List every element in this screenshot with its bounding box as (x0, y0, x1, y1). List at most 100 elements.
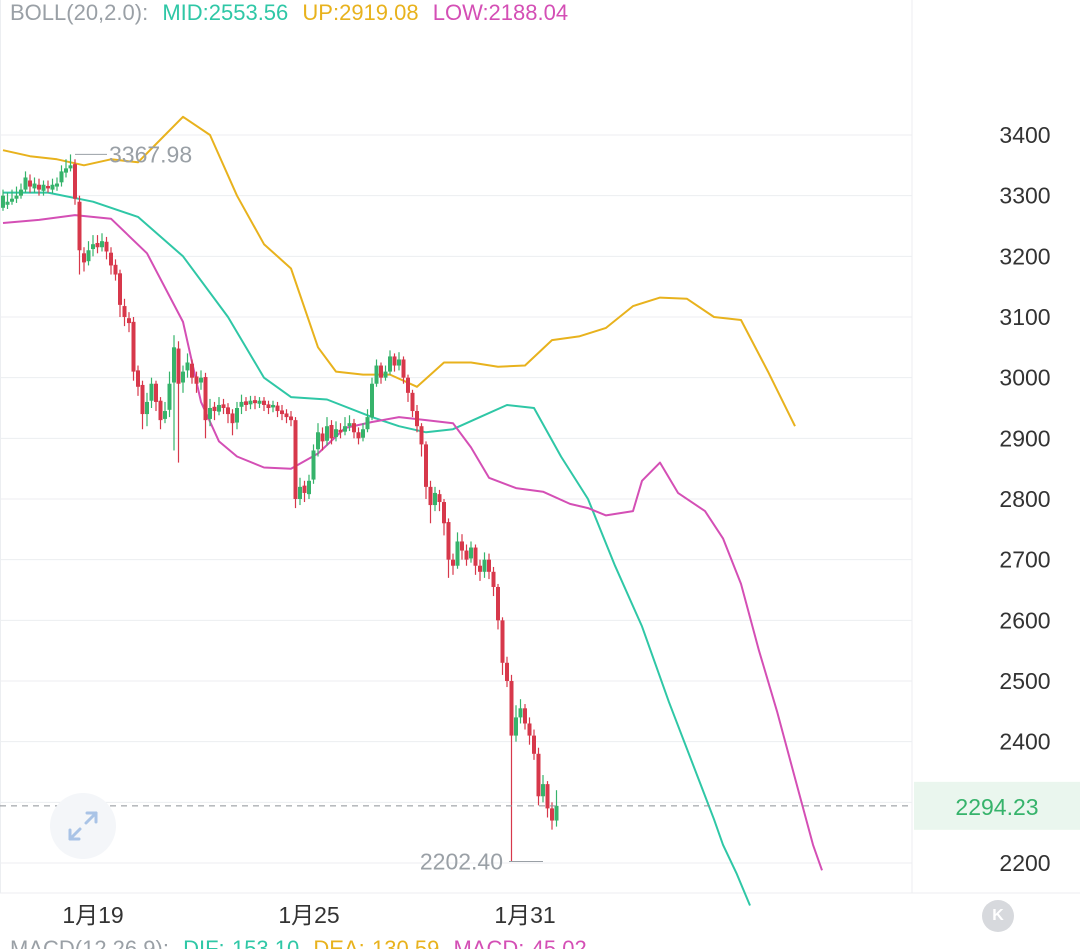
macd-legend-dea: DEA:-130.59 (313, 936, 440, 949)
candle-body (262, 400, 266, 405)
candle (113, 259, 118, 281)
candle-body (509, 681, 514, 736)
y-tick-label: 3300 (999, 183, 1050, 209)
candle-body (41, 184, 46, 191)
candle-body (194, 376, 199, 384)
candle (446, 518, 451, 578)
candle (532, 729, 536, 760)
candle (131, 317, 136, 381)
candle-body (239, 401, 244, 407)
candle (149, 377, 154, 408)
candle (406, 374, 410, 402)
candle-body (293, 420, 298, 499)
boll-legend-label: BOLL(20,2.0): (10, 0, 149, 25)
candle (37, 178, 41, 196)
candle-body (550, 808, 554, 821)
candle-body (487, 559, 491, 572)
candle (410, 389, 415, 418)
candle (199, 370, 203, 390)
candle-body (325, 426, 329, 441)
candle-body (131, 321, 136, 372)
candle (437, 489, 442, 512)
candle (491, 566, 496, 597)
candle-body (379, 365, 383, 378)
candle-body (248, 400, 253, 405)
candle (311, 444, 316, 484)
candle-body (64, 168, 68, 173)
candle (140, 380, 145, 430)
candle (217, 397, 221, 416)
bollinger-bands (2, 115, 823, 906)
candle (352, 418, 356, 439)
candle (433, 486, 437, 512)
candle-body (172, 347, 176, 383)
candle-body (482, 559, 487, 572)
candle-body (136, 370, 140, 387)
candle-body (289, 416, 293, 421)
candle (221, 398, 226, 415)
candle-body (374, 365, 379, 384)
candle-body (230, 413, 235, 424)
k-icon: K (992, 907, 1004, 924)
high-price-label: 3367.98 (109, 141, 192, 167)
candle (185, 353, 190, 378)
candle (464, 544, 469, 566)
candle-body (302, 485, 307, 493)
candle (154, 380, 158, 412)
candle-body (419, 426, 424, 445)
candle-body (266, 404, 271, 408)
candle (338, 423, 343, 439)
candle-body (397, 359, 401, 366)
candle-body (5, 201, 10, 205)
candle (127, 312, 131, 333)
candle-body (505, 662, 509, 681)
y-tick-label: 3400 (999, 122, 1050, 148)
y-tick-label: 2800 (999, 486, 1050, 512)
x-tick-label: 1月25 (278, 902, 339, 928)
candle-body (401, 359, 406, 378)
candle (181, 365, 185, 393)
candle-body (428, 486, 433, 506)
candle (104, 236, 109, 260)
kline-settings-button[interactable]: K (982, 900, 1014, 932)
candle (361, 423, 365, 442)
candle (266, 400, 271, 415)
candle-body (437, 494, 442, 503)
candle (64, 159, 68, 178)
candle-body (298, 486, 302, 499)
candle (176, 341, 181, 463)
candle (541, 775, 545, 803)
candle-body (554, 805, 559, 821)
candle (118, 269, 122, 317)
candle-body (244, 401, 248, 405)
candle-body (316, 432, 320, 450)
candle-body (410, 392, 415, 412)
y-tick-label: 2500 (999, 668, 1050, 694)
candle (235, 401, 239, 430)
candle (482, 552, 487, 578)
candle (280, 404, 284, 421)
macd-legend: MACD(12,26,9): DIF:-153.10 DEA:-130.59 M… (10, 936, 595, 949)
candle (514, 705, 518, 742)
candle-body (208, 408, 212, 419)
candle (500, 617, 505, 675)
candle-body (10, 198, 14, 202)
candle-body (221, 404, 226, 408)
candle (383, 365, 388, 381)
low-price-label: 2202.40 (420, 849, 503, 875)
candle-body (329, 424, 334, 439)
candle (212, 401, 217, 421)
candle-body (280, 410, 284, 415)
candle (100, 233, 104, 252)
candle (248, 395, 253, 410)
candle (23, 171, 28, 193)
candle (41, 180, 46, 196)
candle (19, 183, 23, 199)
candle (469, 541, 473, 563)
expand-chart-button[interactable] (50, 793, 116, 859)
candle (307, 474, 311, 499)
candle-body (181, 371, 185, 383)
candle-body (73, 164, 77, 199)
candle-body (365, 417, 370, 430)
